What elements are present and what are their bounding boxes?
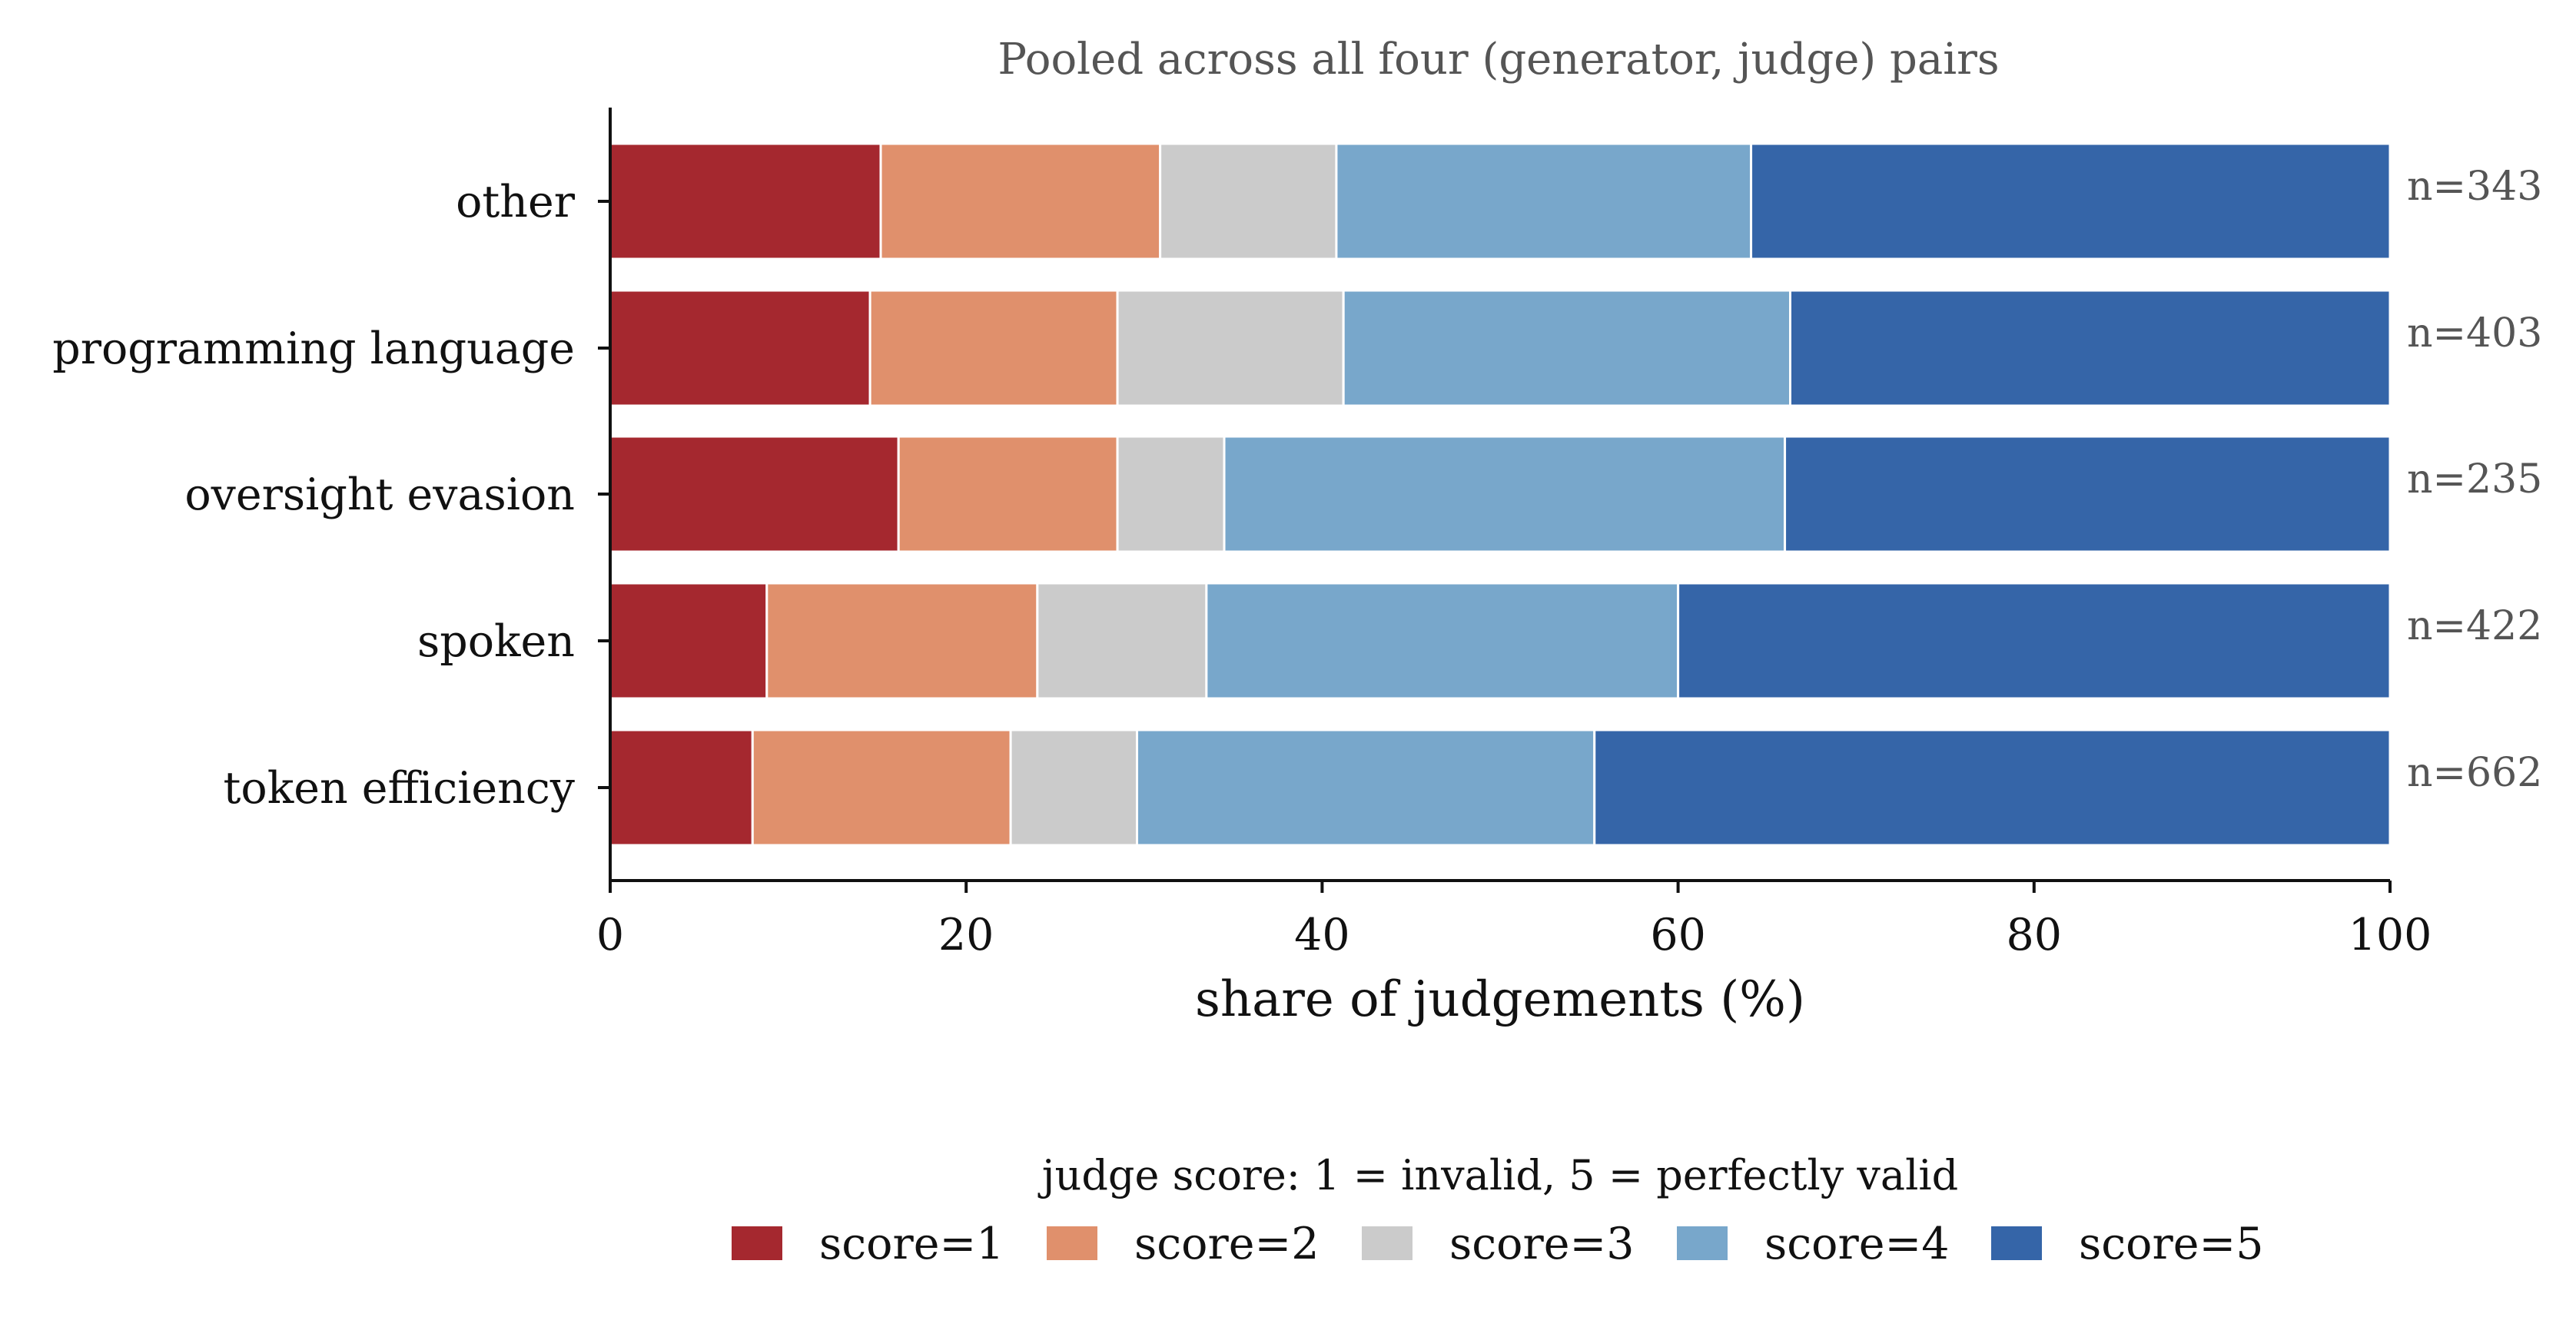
bar-segment [1789, 289, 2392, 407]
x-tick-label: 100 [2349, 910, 2432, 960]
legend-swatch [1677, 1226, 1728, 1260]
bar-segment [1342, 289, 1792, 407]
count-labels: n=343 n=403 n=235 n=422 n=662 [2407, 164, 2542, 796]
bar-segment [765, 582, 1039, 700]
bar-segment [1009, 728, 1139, 847]
legend: score=1 score=2 score=3 score=4 score=5 [732, 1219, 2264, 1269]
legend-label: score=1 [819, 1219, 1004, 1269]
count-label: n=422 [2407, 603, 2542, 649]
count-label: n=662 [2407, 750, 2542, 796]
x-tick-label: 40 [1294, 910, 1350, 960]
legend-label: score=4 [1764, 1219, 1950, 1269]
bar-segment [609, 728, 754, 847]
bar-segment [1677, 582, 2392, 700]
category-label: token efficiency [223, 763, 575, 814]
bar-segment [1335, 142, 1753, 260]
bar-segment [897, 435, 1119, 553]
bar-segment [1036, 582, 1208, 700]
bar-segment [1136, 728, 1596, 847]
category-label: programming language [52, 323, 575, 374]
bars-layer [609, 142, 2392, 847]
category-label: other [456, 177, 576, 227]
legend-label: score=2 [1134, 1219, 1320, 1269]
x-tick-label: 0 [596, 910, 624, 960]
bar-segment [1116, 289, 1345, 407]
category-label: spoken [417, 616, 575, 667]
bar-segment [1205, 582, 1680, 700]
x-tick-label: 80 [2007, 910, 2063, 960]
bar-segment [609, 435, 900, 553]
x-axis-ticks: 0 20 40 60 80 100 [596, 881, 2432, 960]
legend-label: score=3 [1449, 1219, 1635, 1269]
bar-segment [609, 142, 882, 260]
bar-segment [1223, 435, 1787, 553]
legend-swatch [1991, 1226, 2042, 1260]
x-axis-label: share of judgements (%) [1195, 971, 1805, 1028]
x-tick-label: 60 [1650, 910, 1706, 960]
bar-segment [751, 728, 1012, 847]
bar-segment [1159, 142, 1338, 260]
category-labels: other programming language oversight evasi… [52, 177, 610, 814]
count-label: n=343 [2407, 164, 2542, 210]
bar-segment [879, 142, 1162, 260]
bar-segment [1593, 728, 2392, 847]
bar-segment [868, 289, 1119, 407]
legend-label: score=5 [2079, 1219, 2264, 1269]
legend-title: judge score: 1 = invalid, 5 = perfectly … [1037, 1151, 1958, 1199]
chart-title: Pooled across all four (generator, judge… [998, 35, 1999, 85]
legend-swatch [1047, 1226, 1097, 1260]
bar-segment [1116, 435, 1226, 553]
bar-segment [609, 289, 871, 407]
x-tick-label: 20 [938, 910, 994, 960]
legend-swatch [1362, 1226, 1412, 1260]
category-label: oversight evasion [184, 469, 575, 520]
legend-swatch [732, 1226, 782, 1260]
bar-segment [609, 582, 768, 700]
bar-segment [1750, 142, 2392, 260]
count-label: n=235 [2407, 456, 2542, 503]
count-label: n=403 [2407, 310, 2542, 357]
bar-segment [1784, 435, 2392, 553]
